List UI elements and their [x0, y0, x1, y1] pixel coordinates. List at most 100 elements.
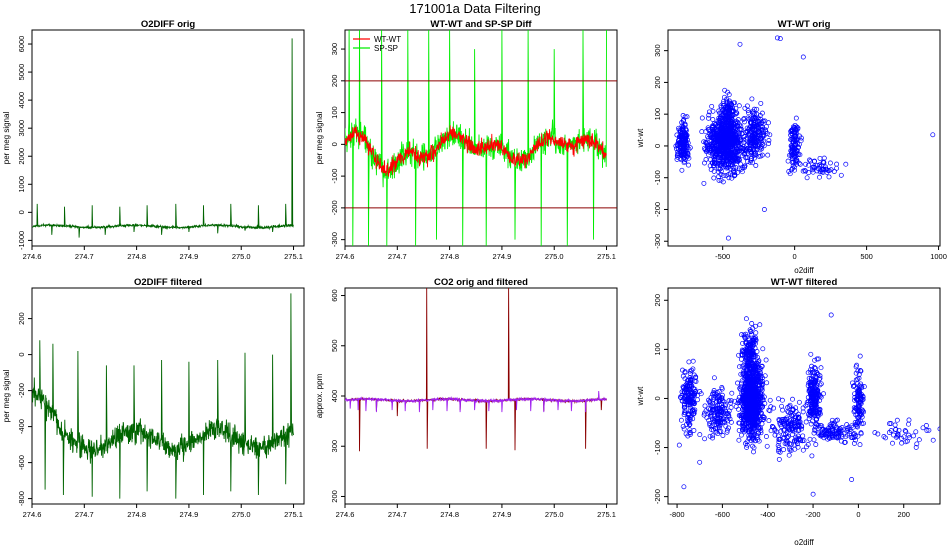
scatter-point-outlier [761, 207, 767, 212]
scatter-point [853, 437, 858, 443]
scatter-point [785, 408, 791, 414]
scatter-point [719, 385, 725, 390]
scatter-point [858, 431, 864, 437]
scatter-point [920, 425, 926, 431]
x-tick-label: 275.0 [232, 510, 251, 519]
scatter-point [765, 152, 771, 158]
scatter-point [763, 357, 769, 363]
scatter-point [756, 409, 762, 415]
scatter-point [757, 390, 763, 396]
scatter-point [906, 432, 912, 438]
scatter-point [835, 426, 840, 432]
scatter-point [791, 442, 797, 448]
scatter-point [747, 146, 753, 152]
scatter-point [749, 351, 755, 357]
scatter-point-outlier [930, 437, 936, 443]
scatter-point [734, 170, 740, 176]
scatter-point [854, 362, 860, 368]
x-tick-label: 274.6 [23, 510, 42, 519]
scatter-point [739, 349, 745, 355]
scatter-point [730, 141, 736, 147]
scatter-point [735, 117, 741, 123]
y-tick-label: 300 [653, 44, 662, 57]
scatter-point [706, 152, 712, 158]
y-tick-label: 0 [653, 144, 662, 148]
scatter-point [766, 120, 771, 126]
scatter-point [834, 161, 840, 167]
scatter-point [796, 422, 802, 428]
scatter-point [816, 429, 822, 435]
scatter-point [688, 393, 694, 398]
scatter-point [803, 419, 809, 425]
scatter-point [836, 427, 842, 433]
scatter-point [687, 432, 693, 437]
scatter-point [679, 120, 685, 125]
scatter-point [809, 363, 815, 369]
scatter-point [715, 166, 721, 172]
scatter-point [757, 322, 763, 328]
scatter-point [717, 128, 723, 134]
y-tick-label: -100 [330, 169, 339, 184]
scatter-point [854, 385, 860, 391]
scatter-point [793, 414, 799, 420]
scatter-point [745, 384, 751, 390]
scatter-point [728, 145, 734, 151]
scatter-point [838, 172, 844, 178]
x-tick-label: 274.8 [440, 252, 459, 261]
scatter-point [682, 114, 688, 120]
tick-layer: 274.6 274.7 274.8 274.9 275.0 275.1 -800 -600 -4… [17, 312, 303, 519]
scatter-point [753, 150, 759, 156]
scatter-point [748, 150, 754, 156]
scatter-point [911, 433, 916, 439]
scatter-point [753, 123, 759, 129]
panel-wt-sp-diff: WT-WT and SP-SP Diff per meg signal 274.… [315, 19, 618, 261]
scatter-point [796, 436, 802, 442]
scatter-point [775, 433, 781, 439]
x-tick-label: 274.7 [388, 252, 407, 261]
series-line-sp-sp [345, 30, 607, 246]
panel-wt-wt-filtered: WT-WT filtered wt-wt o2diff -800 -600 -400… [636, 277, 941, 547]
y-tick-label: -1000 [17, 231, 26, 250]
scatter-point [748, 358, 754, 364]
scatter-point [763, 124, 769, 130]
scatter-point [755, 361, 761, 367]
scatter-point [754, 133, 760, 139]
scatter-point [785, 158, 791, 164]
scatter-point [806, 162, 811, 168]
scatter-point [893, 426, 899, 432]
scatter-point [722, 144, 728, 150]
scatter-point [717, 158, 723, 164]
scatter-point [745, 115, 751, 121]
scatter-point [725, 162, 731, 168]
scatter-point [726, 107, 732, 113]
scatter-point [829, 433, 835, 438]
data-layer [32, 293, 294, 499]
scatter-point [781, 418, 787, 424]
scatter-point [766, 141, 772, 146]
scatter-point [894, 417, 900, 423]
scatter-point [755, 425, 761, 431]
scatter-point [720, 433, 726, 438]
scatter-point [814, 393, 820, 399]
scatter-point [709, 147, 714, 153]
scatter-point [812, 365, 817, 370]
scatter-point [744, 103, 750, 109]
scatter-point [714, 406, 720, 411]
scatter-point [732, 100, 738, 106]
x-tick-label: 274.9 [493, 510, 512, 519]
scatter-point [685, 377, 691, 383]
scatter-point [781, 434, 787, 440]
scatter-point [713, 151, 719, 157]
scatter-point [687, 368, 693, 374]
scatter-point [754, 380, 759, 386]
scatter-point [748, 331, 754, 337]
scatter-point [751, 449, 756, 455]
scatter-point [741, 417, 747, 423]
scatter-point [827, 160, 833, 166]
scatter-point [841, 427, 847, 433]
scatter-point [791, 125, 797, 131]
scatter-point [745, 108, 751, 113]
scatter-point [859, 421, 865, 427]
scatter-point [723, 403, 728, 409]
scatter-point [747, 327, 753, 333]
